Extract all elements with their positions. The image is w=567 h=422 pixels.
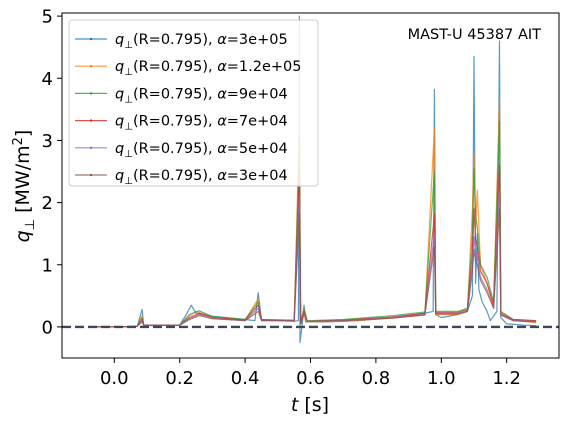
legend-entry: q⊥(R=0.795), α=7e+04 [115,114,288,133]
series-layer [88,15,537,344]
y-tick-label: 5 [42,7,53,28]
x-tick-label: 0.8 [362,368,391,389]
y-axis-unit-end: ] [12,130,34,137]
x-tick-label: 0.4 [231,368,260,389]
x-tick-label: 0.0 [100,368,129,389]
y-tick-label: 4 [42,69,53,90]
y-tick-label: 3 [42,131,53,152]
annotation-label: MAST-U 45387 AIT [408,27,542,43]
legend-marker [89,65,93,68]
y-axis-unit: [MW/m [12,145,34,213]
legend-box [68,19,319,187]
x-axis-variable: t [291,394,300,416]
y-tick-label: 0 [42,317,53,338]
legend-marker [89,146,93,149]
x-tick-label: 1.2 [492,368,521,389]
legend-entry: q⊥(R=0.795), α=3e+04 [115,168,288,187]
y-tick-label: 2 [42,193,53,214]
x-axis-unit: [s] [304,394,329,416]
y-axis-ticks: 0 1 2 3 4 5 [42,7,62,338]
legend-entry: q⊥(R=0.795), α=9e+04 [115,86,288,105]
series-line-6 [88,208,537,328]
y-axis-unit-superscript: 2 [11,137,26,145]
x-tick-label: 0.6 [296,368,325,389]
legend-entry: q⊥(R=0.795), α=3e+05 [115,32,288,51]
x-axis-label: t [s] [291,394,329,416]
y-tick-label: 1 [42,255,53,276]
legend-entry: q⊥(R=0.795), α=1.2e+05 [115,59,302,78]
x-axis-ticks: 0.0 0.2 0.4 0.6 0.8 1.0 1.2 [100,358,521,389]
y-axis-label: q⊥ [MW/m2] [11,130,38,243]
legend-marker [89,173,93,177]
y-axis-subscript: ⊥ [23,219,38,230]
legend: q⊥(R=0.795), α=3e+05 q⊥(R=0.795), α=1.2e+… [68,19,319,187]
y-axis-variable: q [12,230,34,242]
x-tick-label: 1.0 [427,368,456,389]
legend-marker [89,119,93,122]
x-tick-label: 0.2 [165,368,194,389]
legend-marker [89,92,93,95]
legend-marker [89,37,93,41]
legend-entry: q⊥(R=0.795), α=5e+04 [115,141,288,160]
